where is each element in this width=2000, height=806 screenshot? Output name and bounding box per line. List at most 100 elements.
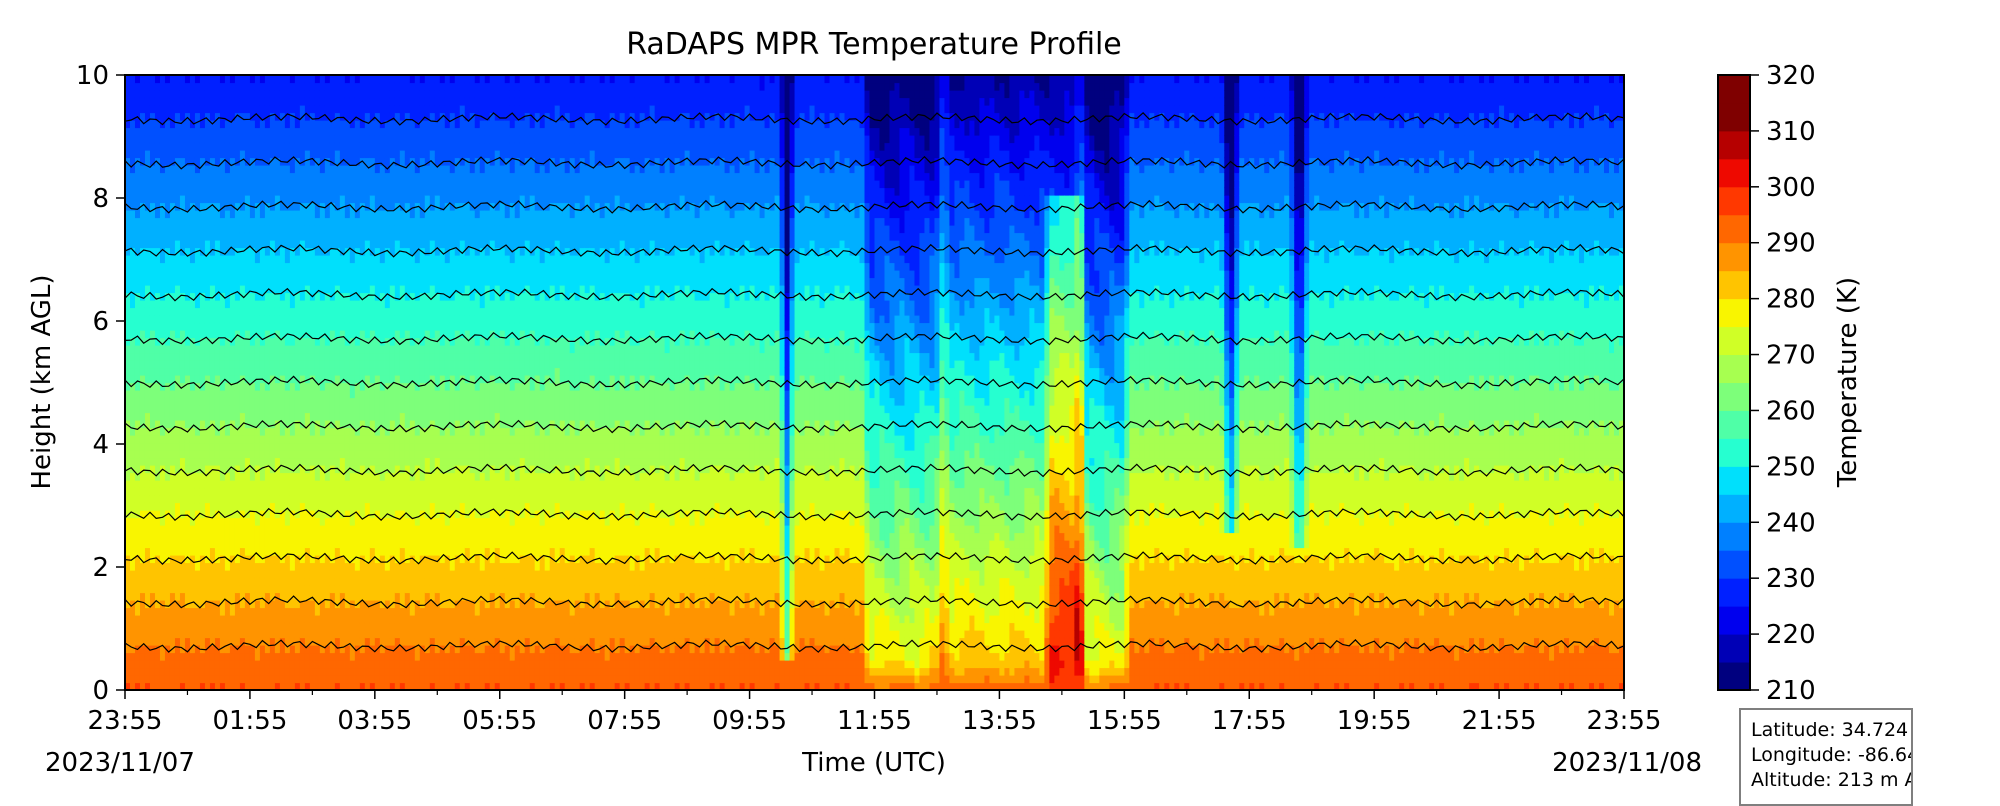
heatmap-cell — [340, 495, 346, 503]
heatmap-cell — [375, 255, 381, 263]
heatmap-cell — [330, 668, 336, 676]
heatmap-cell — [210, 390, 216, 398]
heatmap-cell — [190, 353, 196, 361]
heatmap-cell — [355, 270, 361, 278]
heatmap-cell — [170, 585, 176, 593]
heatmap-cell — [295, 480, 301, 488]
heatmap-cell — [320, 473, 326, 481]
heatmap-cell — [175, 98, 181, 106]
heatmap-cell — [290, 120, 296, 128]
heatmap-cell — [345, 353, 351, 361]
heatmap-cell — [185, 345, 191, 353]
heatmap-cell — [215, 383, 221, 391]
heatmap-cell — [230, 653, 236, 661]
heatmap-cell — [295, 165, 301, 173]
heatmap-cell — [300, 263, 306, 271]
heatmap-cell — [370, 480, 376, 488]
heatmap-cell — [360, 585, 366, 593]
heatmap-cell — [305, 338, 311, 346]
heatmap-cell — [250, 173, 256, 181]
heatmap-cell — [315, 675, 321, 683]
heatmap-cell — [190, 278, 196, 286]
heatmap-cell — [285, 518, 291, 526]
heatmap-cell — [425, 345, 431, 353]
heatmap-cell — [355, 623, 361, 631]
heatmap-cell — [285, 570, 291, 578]
heatmap-cell — [280, 150, 286, 158]
heatmap-cell — [200, 278, 206, 286]
heatmap-cell — [155, 480, 161, 488]
heatmap-cell — [245, 180, 251, 188]
heatmap-cell — [180, 668, 186, 676]
heatmap-cell — [240, 143, 246, 151]
heatmap-cell — [195, 540, 201, 548]
heatmap-cell — [175, 120, 181, 128]
heatmap-cell — [255, 135, 261, 143]
heatmap-cell — [215, 495, 221, 503]
heatmap-cell — [145, 300, 151, 308]
heatmap-cell — [220, 83, 226, 91]
heatmap-cell — [155, 570, 161, 578]
heatmap-cell — [140, 278, 146, 286]
heatmap-cell — [290, 300, 296, 308]
heatmap-cell — [295, 383, 301, 391]
heatmap-cell — [175, 308, 181, 316]
heatmap-cell — [150, 323, 156, 331]
heatmap-cell — [280, 653, 286, 661]
heatmap-cell — [240, 120, 246, 128]
heatmap-cell — [395, 225, 401, 233]
heatmap-cell — [330, 255, 336, 263]
heatmap-cell — [240, 90, 246, 98]
heatmap-cell — [420, 488, 426, 496]
heatmap-cell — [140, 330, 146, 338]
heatmap-cell — [350, 83, 356, 91]
heatmap-cell — [295, 90, 301, 98]
heatmap-cell — [390, 300, 396, 308]
heatmap-cell — [155, 270, 161, 278]
heatmap-cell — [290, 555, 296, 563]
heatmap-cell — [335, 360, 341, 368]
heatmap-cell — [175, 233, 181, 241]
heatmap-cell — [335, 233, 341, 241]
heatmap-cell — [165, 233, 171, 241]
heatmap-cell — [290, 173, 296, 181]
heatmap-cell — [425, 518, 431, 526]
heatmap-cell — [165, 458, 171, 466]
heatmap-cell — [420, 638, 426, 646]
heatmap-cell — [200, 105, 206, 113]
heatmap-cell — [420, 570, 426, 578]
heatmap-cell — [195, 503, 201, 511]
heatmap-cell — [305, 75, 311, 83]
heatmap-cell — [195, 615, 201, 623]
heatmap-cell — [405, 270, 411, 278]
heatmap-cell — [180, 323, 186, 331]
heatmap-cell — [330, 593, 336, 601]
heatmap-cell — [380, 578, 386, 586]
heatmap-cell — [175, 398, 181, 406]
heatmap-cell — [380, 188, 386, 196]
heatmap-cell — [295, 323, 301, 331]
heatmap-cell — [285, 308, 291, 316]
heatmap-cell — [140, 608, 146, 616]
heatmap-cell — [130, 638, 136, 646]
heatmap-cell — [340, 435, 346, 443]
heatmap-cell — [230, 435, 236, 443]
heatmap-cell — [260, 330, 266, 338]
heatmap-cell — [410, 623, 416, 631]
heatmap-cell — [170, 218, 176, 226]
heatmap-cell — [425, 195, 431, 203]
heatmap-cell — [210, 668, 216, 676]
heatmap-cell — [165, 608, 171, 616]
heatmap-cell — [415, 518, 421, 526]
heatmap-cell — [330, 165, 336, 173]
heatmap-cell — [400, 593, 406, 601]
heatmap-cell — [150, 660, 156, 668]
heatmap-cell — [135, 465, 141, 473]
heatmap-cell — [320, 135, 326, 143]
heatmap-cell — [310, 105, 316, 113]
heatmap-cell — [375, 563, 381, 571]
heatmap-cell — [255, 450, 261, 458]
heatmap-cell — [365, 563, 371, 571]
heatmap-cell — [320, 480, 326, 488]
heatmap-cell — [180, 293, 186, 301]
